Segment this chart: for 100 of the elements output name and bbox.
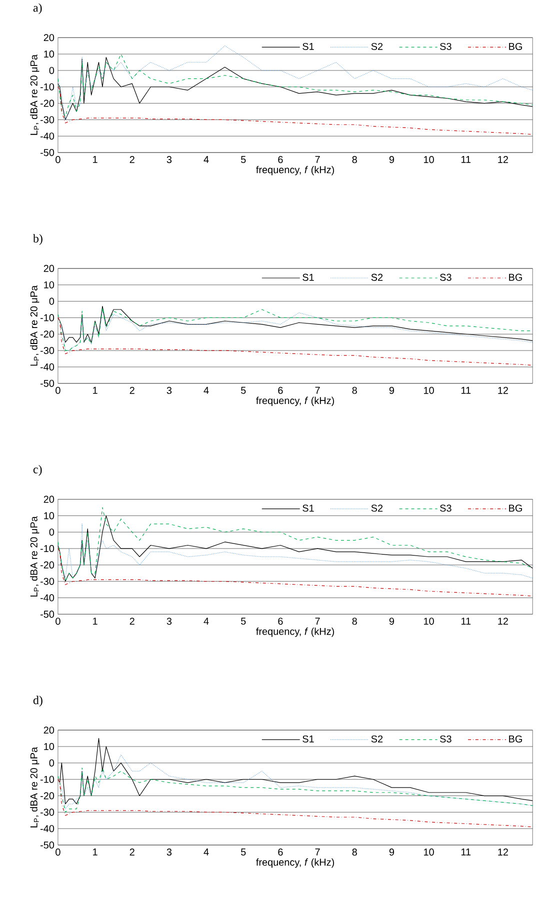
x-tick-label: 0 <box>56 386 61 394</box>
x-tick-label: 3 <box>167 848 172 856</box>
x-tick-label: 1 <box>93 848 98 856</box>
y-axis-title: L$_{P}$, dBA re 20 μPa <box>30 516 40 597</box>
x-tick-label: 5 <box>241 156 246 163</box>
y-tick-label: 10 <box>44 281 54 288</box>
y-axis-title: L$_{P}$, dBA re 20 μPa <box>30 285 40 366</box>
y-tick-label: -10 <box>40 314 54 322</box>
x-tick-label: 6 <box>278 156 283 164</box>
legend-label: S1 <box>302 504 314 512</box>
x-axis-title: frequency, f (kHz) <box>256 396 334 406</box>
y-tick-label: -30 <box>40 808 54 816</box>
y-tick-label: -40 <box>40 825 54 832</box>
y-tick-label: -20 <box>40 330 54 338</box>
x-tick-label: 8 <box>352 156 358 164</box>
x-tick-label: 3 <box>167 386 172 394</box>
x-tick-label: 8 <box>352 618 358 625</box>
y-tick-label: 20 <box>44 726 54 734</box>
y-tick-label: -20 <box>40 100 54 107</box>
x-tick-label: 4 <box>204 848 209 856</box>
y-tick-label: -10 <box>40 545 54 552</box>
x-tick-label: 2 <box>130 386 135 394</box>
chart-title: d) <box>34 696 43 707</box>
x-tick-label: 9 <box>390 848 394 856</box>
y-tick-label: 0 <box>49 66 54 74</box>
x-tick-label: 10 <box>424 848 434 856</box>
x-tick-label: 6 <box>278 386 283 394</box>
chart-title: a) <box>34 3 42 14</box>
x-tick-label: 10 <box>424 618 434 625</box>
x-tick-label: 10 <box>424 156 434 164</box>
x-tick-label: 10 <box>424 386 434 394</box>
y-tick-label: 0 <box>49 298 54 305</box>
legend-label: S2 <box>372 504 383 512</box>
legend-label: S3 <box>440 42 452 50</box>
legend-label: S1 <box>302 42 314 50</box>
x-tick-label: 7 <box>315 848 320 856</box>
x-tick-label: 3 <box>167 156 172 164</box>
x-tick-label: 9 <box>390 156 394 164</box>
x-tick-label: 2 <box>130 848 135 856</box>
x-tick-label: 12 <box>498 156 508 164</box>
x-tick-label: 4 <box>204 618 209 625</box>
y-tick-label: -30 <box>40 116 54 124</box>
x-tick-label: 0 <box>56 156 61 164</box>
y-tick-label: 20 <box>44 34 54 42</box>
x-tick-label: 7 <box>315 618 320 625</box>
y-tick-label: -40 <box>40 363 54 370</box>
x-tick-label: 11 <box>462 386 471 394</box>
x-tick-label: 11 <box>462 156 471 163</box>
legend-label: BG <box>509 735 522 742</box>
legend-label: S3 <box>440 274 452 281</box>
x-tick-label: 5 <box>241 618 246 625</box>
y-tick-label: 10 <box>44 512 54 520</box>
legend-label: S2 <box>372 42 383 50</box>
x-tick-label: 6 <box>278 618 283 625</box>
x-axis-title: frequency, f (kHz) <box>256 858 334 868</box>
x-tick-label: 9 <box>390 386 394 394</box>
x-axis-title: frequency, f (kHz) <box>256 166 334 176</box>
y-tick-label: -40 <box>40 132 54 140</box>
x-tick-label: 0 <box>56 848 61 856</box>
chart-title: b) <box>33 234 43 245</box>
x-tick-label: 7 <box>315 386 320 394</box>
legend-label: S3 <box>440 735 452 742</box>
chart-title: c) <box>34 464 42 476</box>
y-tick-label: 0 <box>49 528 54 536</box>
x-tick-label: 11 <box>462 618 471 625</box>
y-tick-label: 10 <box>44 50 54 58</box>
x-tick-label: 1 <box>93 618 98 625</box>
y-tick-label: -50 <box>40 380 54 387</box>
legend-label: S2 <box>372 735 383 742</box>
x-tick-label: 12 <box>498 618 508 625</box>
y-tick-label: -50 <box>40 610 54 618</box>
y-tick-label: -30 <box>40 578 54 585</box>
x-tick-label: 6 <box>278 848 283 856</box>
y-tick-label: 20 <box>44 264 54 272</box>
y-tick-label: 20 <box>44 496 54 503</box>
x-tick-label: 12 <box>498 386 508 394</box>
x-tick-label: 1 <box>93 156 98 163</box>
y-tick-label: -10 <box>40 83 54 90</box>
x-tick-label: 0 <box>56 618 61 625</box>
x-tick-label: 2 <box>130 618 135 625</box>
x-tick-label: 7 <box>315 156 320 163</box>
x-axis-title: frequency, f (kHz) <box>256 628 334 637</box>
y-axis-title: L$_{P}$, dBA re 20 μPa <box>30 54 40 135</box>
legend-label: BG <box>509 274 522 281</box>
x-tick-label: 11 <box>462 848 471 856</box>
y-tick-label: -10 <box>40 776 54 783</box>
x-tick-label: 9 <box>390 618 394 625</box>
y-tick-label: -50 <box>40 842 54 849</box>
x-tick-label: 5 <box>241 848 246 856</box>
legend-label: BG <box>509 504 522 512</box>
x-tick-label: 12 <box>498 848 508 856</box>
x-tick-label: 4 <box>204 386 209 394</box>
x-tick-label: 2 <box>130 156 135 164</box>
y-tick-label: -20 <box>40 792 54 800</box>
y-tick-label: -20 <box>40 561 54 568</box>
legend-label: S2 <box>372 274 383 281</box>
x-tick-label: 8 <box>352 386 358 394</box>
y-tick-label: -40 <box>40 594 54 602</box>
y-tick-label: -50 <box>40 149 54 156</box>
x-tick-label: 3 <box>167 618 172 625</box>
